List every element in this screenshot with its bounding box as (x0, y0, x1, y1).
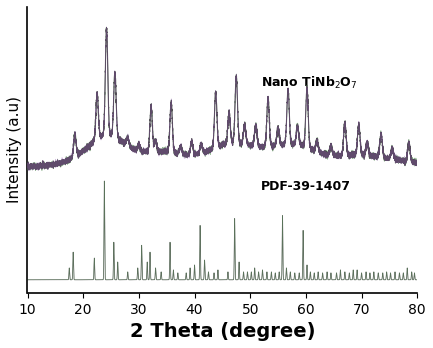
Text: Nano TiNb$_2$O$_7$: Nano TiNb$_2$O$_7$ (262, 75, 358, 91)
X-axis label: 2 Theta (degree): 2 Theta (degree) (129, 322, 315, 341)
Y-axis label: Intensity (a.u): Intensity (a.u) (7, 96, 22, 203)
Text: PDF-39-1407: PDF-39-1407 (262, 180, 351, 193)
